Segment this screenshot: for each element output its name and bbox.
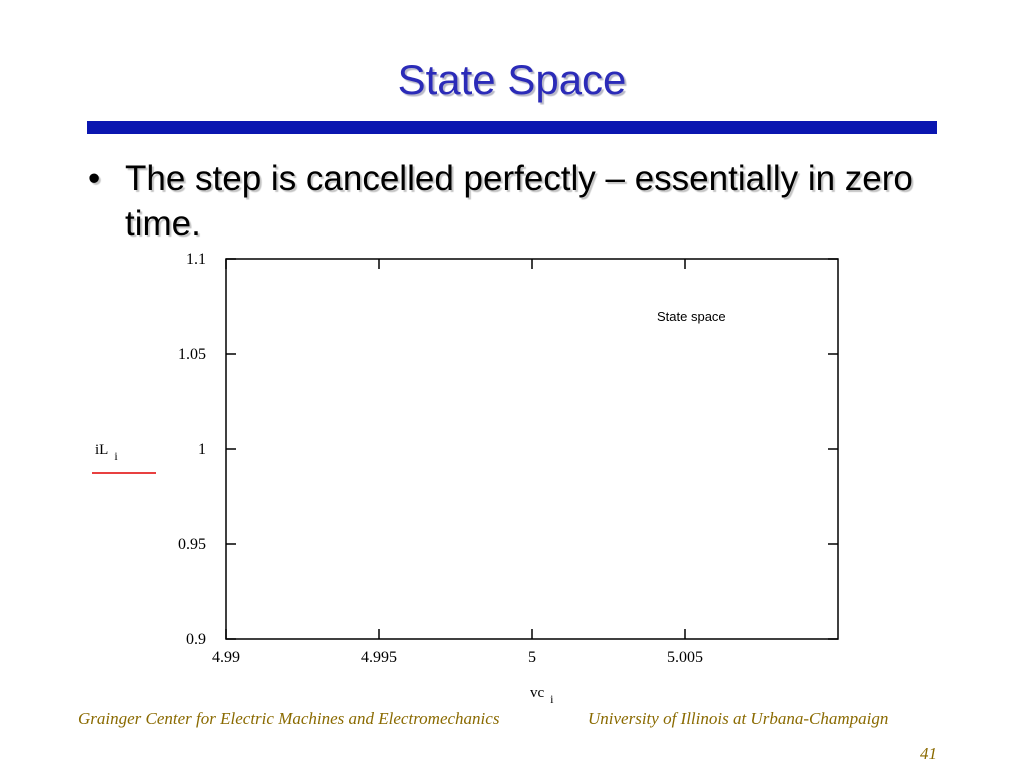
plot-frame (225, 258, 839, 640)
y-tick-label: 1 (198, 441, 206, 458)
y-tick-label: 1.05 (178, 346, 206, 363)
footer-left: Grainger Center for Electric Machines an… (78, 709, 500, 728)
axis-ticks (225, 258, 838, 640)
chart-title: State space (657, 309, 726, 324)
bullet-item: • The step is cancelled perfectly – esse… (88, 156, 948, 246)
axis-tick-labels: 4.99 4.995 5 5.005 0.9 0.95 1 1.05 1.1 (178, 251, 703, 666)
title-rule (87, 121, 937, 134)
y-axis-label-sub: i (114, 449, 118, 463)
y-tick-label: 0.95 (178, 536, 206, 553)
bullet-text: The step is cancelled perfectly – essent… (125, 159, 913, 243)
x-tick-label: 5 (528, 649, 536, 666)
x-tick-label: 5.005 (667, 649, 703, 666)
y-tick-label: 1.1 (186, 251, 206, 268)
y-axis-label-main: iL (95, 442, 108, 458)
y-tick-label: 0.9 (186, 631, 206, 648)
bullet-list: • The step is cancelled perfectly – esse… (88, 156, 948, 246)
x-axis-label-sub: i (550, 692, 554, 706)
footer-right: University of Illinois at Urbana-Champai… (588, 709, 889, 728)
y-axis-label: iL i (95, 442, 118, 463)
x-tick-label: 4.99 (212, 649, 240, 666)
page-number: 41 (920, 744, 937, 763)
slide-title: State Space (397, 56, 627, 103)
x-axis-label: vc i (530, 685, 554, 706)
bullet-icon: • (88, 159, 101, 198)
x-tick-label: 4.995 (361, 649, 397, 666)
x-axis-label-main: vc (530, 685, 545, 701)
